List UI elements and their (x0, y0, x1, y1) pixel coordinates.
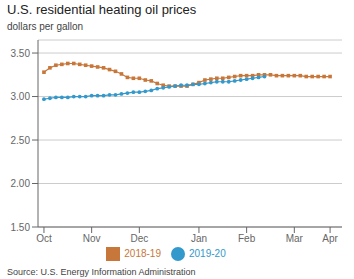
svg-text:Feb: Feb (238, 233, 256, 244)
svg-text:2.00: 2.00 (11, 178, 31, 189)
html-text:U.S. residential heating oil p: U.S. residential heating oil prices (7, 2, 197, 17)
svg-text:Jan: Jan (191, 233, 207, 244)
svg-text:Oct: Oct (36, 233, 52, 244)
svg-text:Dec: Dec (130, 233, 148, 244)
svg-text:2.50: 2.50 (11, 135, 31, 146)
svg-text:3.00: 3.00 (11, 91, 31, 102)
svg-text:1.50: 1.50 (11, 222, 31, 233)
html-text:dollars per gallon: dollars per gallon (7, 21, 84, 32)
html-text:2018-19: 2018-19 (124, 247, 161, 259)
svg-text:3.50: 3.50 (11, 48, 31, 59)
svg-text:Apr: Apr (322, 233, 338, 244)
html-text:Source: U.S. Energy Informatio: Source: U.S. Energy Information Administ… (7, 267, 196, 277)
html-text:2019-20: 2019-20 (189, 247, 226, 259)
svg-text:Mar: Mar (286, 233, 304, 244)
svg-text:Nov: Nov (83, 233, 101, 244)
